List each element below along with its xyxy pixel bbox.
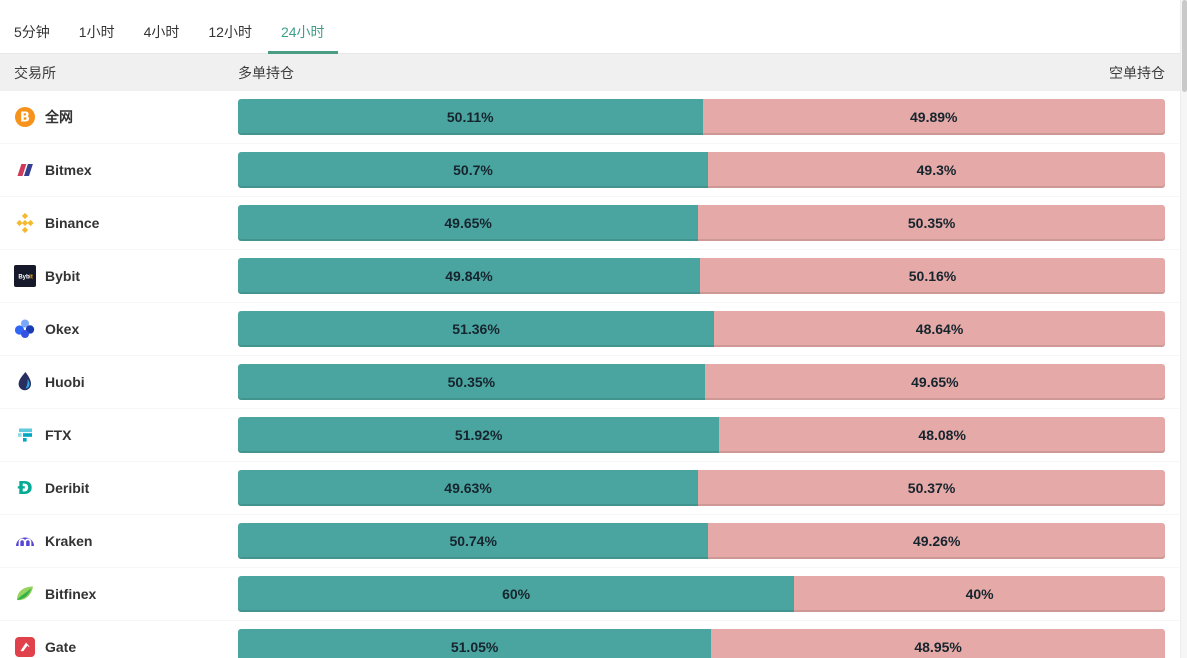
exchange-name: Okex [45,321,80,337]
short-ratio-segment: 40% [794,576,1165,612]
gate-logo-icon [14,636,36,658]
table-row[interactable]: Kraken 50.74% 49.26% [0,515,1187,568]
table-row[interactable]: Huobi 50.35% 49.65% [0,356,1187,409]
scrollbar-thumb[interactable] [1182,0,1187,92]
exchange-name: Huobi [45,374,85,390]
ratio-bar: 50.74% 49.26% [238,523,1165,559]
table-row[interactable]: B 全网 50.11% 49.89% [0,91,1187,144]
short-ratio-segment: 49.3% [707,152,1165,188]
table-header-row: 交易所 多单持仓 空单持仓 [0,54,1187,91]
ratio-bar: 51.36% 48.64% [238,311,1165,347]
tab-5分钟[interactable]: 5分钟 [14,24,50,40]
ratio-bar: 50.11% 49.89% [238,99,1165,135]
bitcoin-logo-icon: B [14,106,36,128]
exchange-cell: Binance [0,212,238,234]
table-row[interactable]: Bitfinex 60% 40% [0,568,1187,621]
table-row[interactable]: Okex 51.36% 48.64% [0,303,1187,356]
long-ratio-segment: 50.74% [238,523,709,559]
exchange-cell: Gate [0,636,238,658]
ratio-bar: 51.92% 48.08% [238,417,1165,453]
header-exchange: 交易所 [14,64,56,81]
tab-24小时[interactable]: 24小时 [267,12,338,54]
short-ratio-segment: 50.37% [698,470,1165,506]
exchange-cell: Okex [0,318,238,340]
kraken-logo-icon [14,530,36,552]
binance-logo-icon [14,212,36,234]
exchange-name: Gate [45,639,77,655]
exchange-name: 全网 [45,109,73,125]
short-ratio-segment: 49.89% [702,99,1165,135]
exchange-name: Bitmex [45,162,92,178]
table-row[interactable]: Bitmex 50.7% 49.3% [0,144,1187,197]
bitmex-logo-icon [14,159,36,181]
exchange-cell: Bitfinex [0,583,238,605]
exchange-cell: Huobi [0,371,238,393]
table-row[interactable]: Đ Deribit 49.63% 50.37% [0,462,1187,515]
table-row[interactable]: FTX 51.92% 48.08% [0,409,1187,462]
ratio-bar: 50.35% 49.65% [238,364,1165,400]
long-ratio-segment: 50.7% [238,152,708,188]
svg-text:Đ: Đ [17,478,32,499]
long-ratio-segment: 50.11% [238,99,703,135]
huobi-logo-icon [14,371,36,393]
tab-12小时[interactable]: 12小时 [208,24,252,40]
table-row[interactable]: Binance 49.65% 50.35% [0,197,1187,250]
exchange-name: Kraken [45,533,93,549]
svg-text:B: B [20,111,30,126]
scrollbar[interactable] [1180,0,1187,658]
long-ratio-segment: 51.92% [238,417,720,453]
short-ratio-segment: 48.95% [711,629,1165,658]
exchange-name: Bitfinex [45,586,97,602]
exchange-cell: FTX [0,424,238,446]
long-ratio-segment: 49.84% [238,258,701,294]
exchange-name: Binance [45,215,100,231]
bitfinex-logo-icon [14,583,36,605]
ratio-bar: 50.7% 49.3% [238,152,1165,188]
header-long-positions: 多单持仓 [238,64,294,81]
short-ratio-segment: 50.35% [698,205,1165,241]
tab-1小时[interactable]: 1小时 [78,24,115,40]
long-ratio-segment: 49.65% [238,205,699,241]
exchange-cell: Đ Deribit [0,477,238,499]
short-ratio-segment: 48.64% [714,311,1165,347]
exchange-cell: Kraken [0,530,238,552]
ratio-bar: 51.05% 48.95% [238,629,1165,658]
long-ratio-segment: 49.63% [238,470,699,506]
short-ratio-segment: 49.65% [704,364,1165,400]
long-ratio-segment: 60% [238,576,795,612]
svg-text:Byb: Byb [18,275,30,281]
header-short-positions: 空单持仓 [1109,64,1165,81]
long-ratio-segment: 51.05% [238,629,712,658]
exchange-name: Deribit [45,480,90,496]
ratio-bar: 49.65% 50.35% [238,205,1165,241]
short-ratio-segment: 48.08% [719,417,1165,453]
ftx-logo-icon [14,424,36,446]
exchange-name: Bybit [45,268,80,284]
ratio-bar: 49.84% 50.16% [238,258,1165,294]
exchange-cell: Byb it Bybit [0,265,238,287]
exchange-name: FTX [45,427,72,443]
tab-4小时[interactable]: 4小时 [143,24,180,40]
table-row[interactable]: Byb it Bybit 49.84% 50.16% [0,250,1187,303]
short-ratio-segment: 50.16% [700,258,1165,294]
ratio-bar: 49.63% 50.37% [238,470,1165,506]
exchange-cell: B 全网 [0,106,238,128]
svg-text:it: it [29,275,33,281]
short-ratio-segment: 49.26% [708,523,1165,559]
exchange-rows: B 全网 50.11% 49.89% Bitmex 50.7% 49.3% Bi… [0,91,1187,658]
deribit-logo-icon: Đ [14,477,36,499]
ratio-bar: 60% 40% [238,576,1165,612]
table-row[interactable]: Gate 51.05% 48.95% [0,621,1187,658]
long-ratio-segment: 51.36% [238,311,715,347]
time-interval-tabbar: 5分钟 1小时 4小时 12小时 24小时 [0,0,1187,54]
long-ratio-segment: 50.35% [238,364,705,400]
bybit-logo-icon: Byb it [14,265,36,287]
okex-logo-icon [14,318,36,340]
exchange-cell: Bitmex [0,159,238,181]
